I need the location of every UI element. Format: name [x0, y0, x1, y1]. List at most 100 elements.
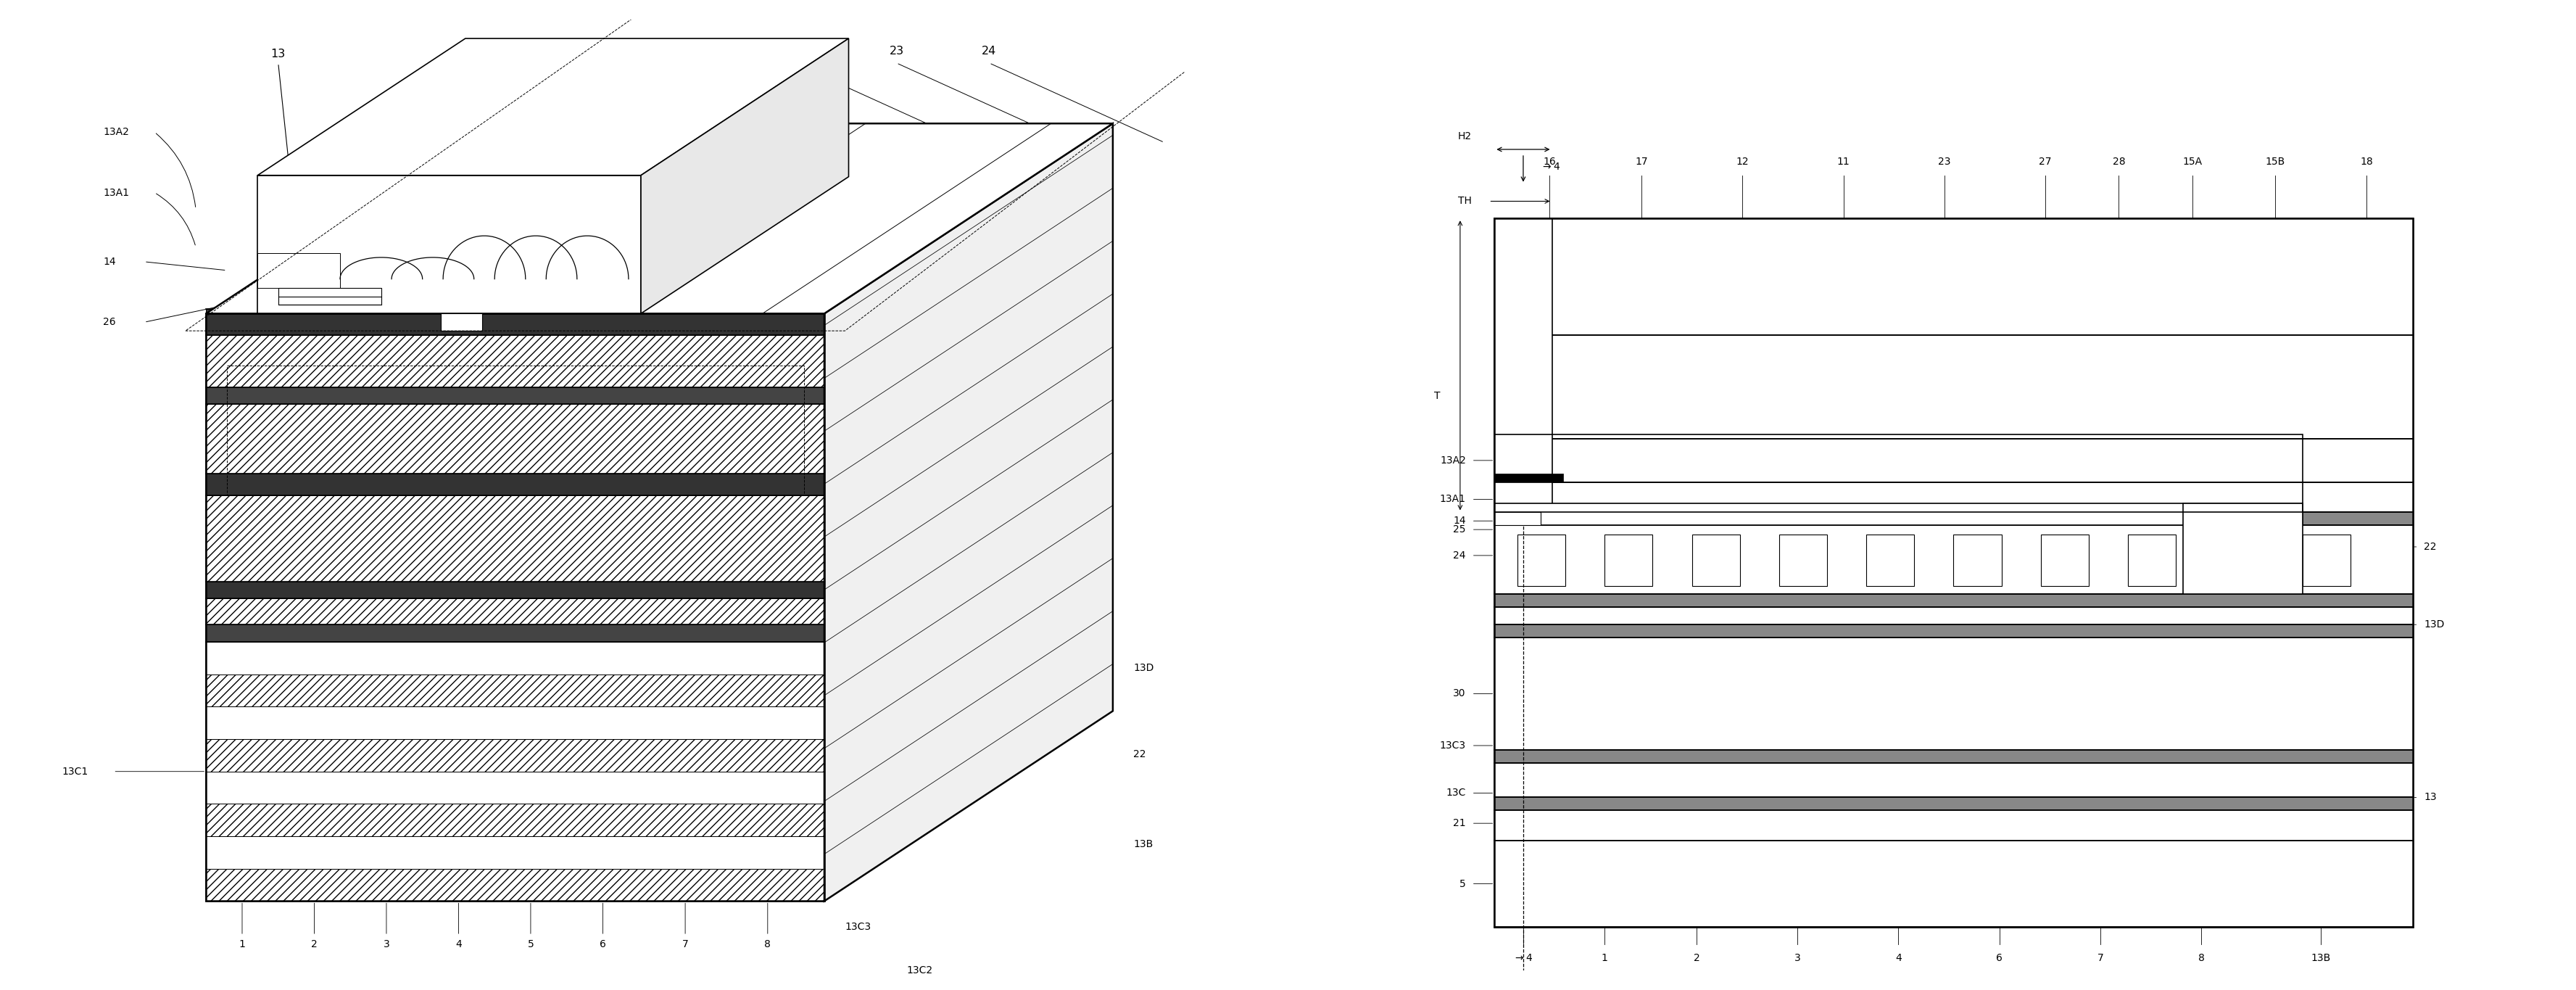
Bar	[2303, 535, 2349, 586]
Bar	[206, 581, 824, 599]
Bar	[1494, 797, 2414, 811]
Text: 13D: 13D	[2424, 620, 2445, 630]
Text: 13A2: 13A2	[1440, 455, 1466, 465]
Bar	[1605, 535, 1654, 586]
Text: 1: 1	[1602, 953, 1607, 963]
Bar	[206, 404, 824, 473]
Text: 22: 22	[1133, 749, 1146, 759]
Text: $\rightarrow$4: $\rightarrow$4	[1515, 953, 1533, 963]
Bar	[1494, 473, 1564, 482]
Bar	[206, 804, 824, 837]
Bar	[206, 314, 824, 901]
Text: 14: 14	[103, 256, 116, 266]
Text: 13A2: 13A2	[103, 127, 129, 138]
Bar	[1692, 535, 1739, 586]
Bar	[1494, 526, 2414, 594]
Bar	[1494, 749, 2414, 763]
Text: 13C3: 13C3	[1440, 741, 1466, 750]
Bar	[1494, 763, 2414, 797]
Text: $\rightarrow$4: $\rightarrow$4	[1540, 161, 1561, 171]
Text: 3: 3	[384, 940, 389, 949]
Text: 8: 8	[765, 940, 770, 949]
Text: TH: TH	[1458, 196, 1471, 206]
Text: 2: 2	[312, 940, 317, 949]
Polygon shape	[641, 39, 848, 314]
Bar	[258, 253, 340, 288]
Bar	[2182, 504, 2303, 594]
Bar	[1494, 504, 2303, 526]
Bar	[1517, 535, 1566, 586]
Bar	[206, 599, 824, 625]
Text: 7: 7	[683, 940, 688, 949]
Bar	[206, 336, 824, 387]
Text: 13C: 13C	[1445, 788, 1466, 798]
Bar	[1494, 841, 2414, 927]
Text: 28: 28	[2112, 156, 2125, 166]
Text: 14: 14	[1453, 516, 1466, 526]
Bar	[278, 288, 381, 305]
Bar	[1494, 219, 2414, 927]
Text: 13C2: 13C2	[907, 965, 933, 975]
Bar	[206, 473, 824, 495]
Text: 13B: 13B	[2311, 953, 2331, 963]
Text: 1: 1	[240, 940, 245, 949]
Text: 6: 6	[1996, 953, 2002, 963]
Bar	[206, 771, 824, 804]
Text: 5: 5	[528, 940, 533, 949]
Text: 26: 26	[103, 317, 116, 328]
Text: 23: 23	[1937, 156, 1950, 166]
Text: 13A1: 13A1	[1440, 494, 1466, 504]
Bar	[206, 837, 824, 868]
Bar	[1494, 594, 2414, 607]
Text: 11: 11	[1837, 156, 1850, 166]
Bar	[1494, 219, 2414, 927]
Bar	[206, 868, 824, 901]
Text: 27: 27	[2040, 156, 2050, 166]
Text: 8: 8	[2197, 953, 2205, 963]
Bar	[206, 625, 824, 642]
Text: 18: 18	[2360, 156, 2372, 166]
Bar	[1868, 535, 1914, 586]
Text: 2: 2	[1692, 953, 1700, 963]
Bar	[206, 674, 824, 707]
Bar	[1494, 512, 1540, 526]
Bar	[206, 740, 824, 771]
Bar	[440, 314, 482, 331]
Text: 7: 7	[2097, 953, 2105, 963]
Polygon shape	[258, 39, 848, 175]
Text: 5: 5	[1461, 879, 1466, 889]
Text: 11: 11	[786, 46, 801, 56]
Text: 13C1: 13C1	[62, 766, 88, 776]
Bar	[1494, 625, 2414, 638]
Text: T: T	[1435, 391, 1440, 401]
Text: 13: 13	[270, 49, 286, 59]
Bar	[2215, 535, 2264, 586]
Bar	[1494, 219, 2414, 336]
Text: 13A1: 13A1	[103, 187, 129, 198]
Text: 13C3: 13C3	[845, 922, 871, 932]
Text: 6: 6	[600, 940, 605, 949]
Text: 22: 22	[2424, 542, 2437, 551]
Polygon shape	[206, 124, 1113, 314]
Bar	[206, 707, 824, 740]
Text: 13B: 13B	[1133, 839, 1154, 849]
Bar	[1494, 219, 1551, 526]
Text: 13D: 13D	[1133, 662, 1154, 673]
Polygon shape	[258, 175, 641, 314]
Text: 23: 23	[889, 46, 904, 56]
Text: 15A: 15A	[2182, 156, 2202, 166]
Bar	[2040, 535, 2089, 586]
Bar	[1494, 512, 2414, 526]
Bar	[1780, 535, 1826, 586]
Text: 3: 3	[1795, 953, 1801, 963]
Text: 12: 12	[1736, 156, 1749, 166]
Bar	[1494, 482, 2414, 512]
Polygon shape	[824, 124, 1113, 901]
Bar	[1494, 811, 2414, 841]
Bar	[206, 309, 824, 336]
Text: 4: 4	[1896, 953, 1901, 963]
Text: 15B: 15B	[2264, 156, 2285, 166]
Text: 4: 4	[456, 940, 461, 949]
Bar	[1494, 336, 2414, 439]
Text: 24: 24	[1453, 550, 1466, 560]
